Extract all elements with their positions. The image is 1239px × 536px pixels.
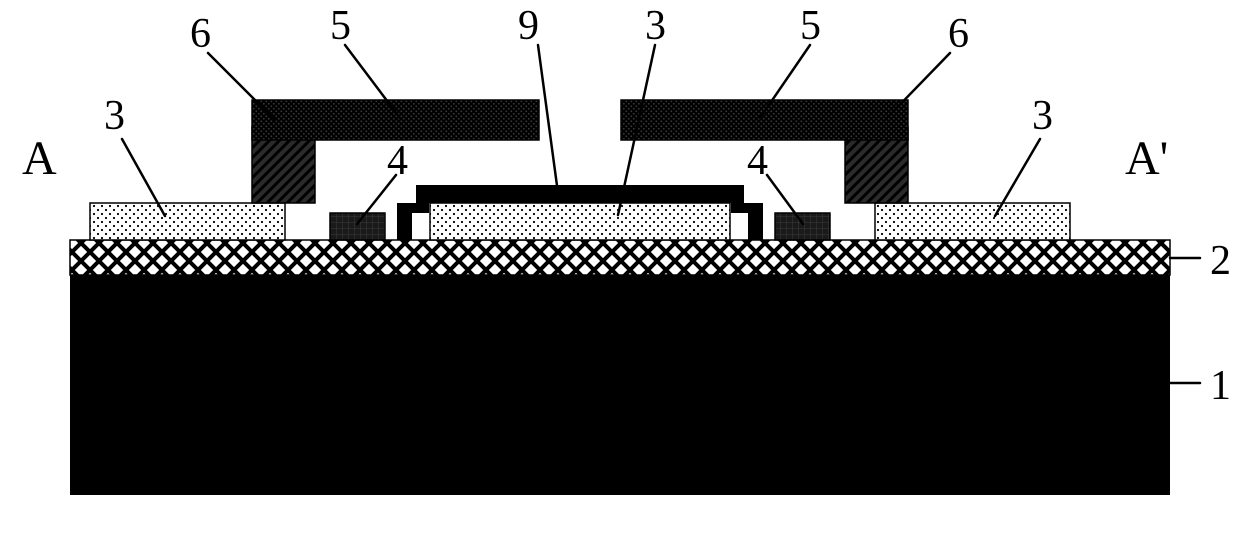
- callout-6-left: 6: [190, 13, 211, 55]
- layer-4-left: [330, 213, 385, 240]
- layer-1-substrate: [70, 275, 1170, 495]
- section-label-A-prime: A': [1125, 135, 1168, 183]
- callout-3-top-right: 3: [1032, 95, 1053, 137]
- callout-2: 2: [1210, 240, 1231, 282]
- callout-9: 9: [518, 5, 539, 47]
- callout-6-right: 6: [948, 13, 969, 55]
- callout-5-left: 5: [330, 5, 351, 47]
- layer-5-bridge-left: [252, 100, 539, 140]
- layer-9-topcap: [416, 185, 744, 203]
- callout-3-center: 3: [645, 5, 666, 47]
- layer-4-right: [775, 213, 830, 240]
- diagram-svg: [0, 0, 1239, 536]
- callout-4-right: 4: [747, 140, 768, 182]
- layer-5-bridge-right: [621, 100, 908, 140]
- layer-3-left: [90, 203, 285, 240]
- callout-5-right: 5: [800, 5, 821, 47]
- layer-3-center: [430, 203, 730, 240]
- callout-3-top-left: 3: [104, 95, 125, 137]
- layer-3-right: [875, 203, 1070, 240]
- callout-4-left: 4: [387, 140, 408, 182]
- layer-2-crosshatch: [70, 240, 1170, 275]
- callout-1: 1: [1210, 365, 1231, 407]
- section-label-A: A: [22, 135, 57, 183]
- diagram-canvas: A A' 1 2 3 3 3 4 4 5 5 6 6 9: [0, 0, 1239, 536]
